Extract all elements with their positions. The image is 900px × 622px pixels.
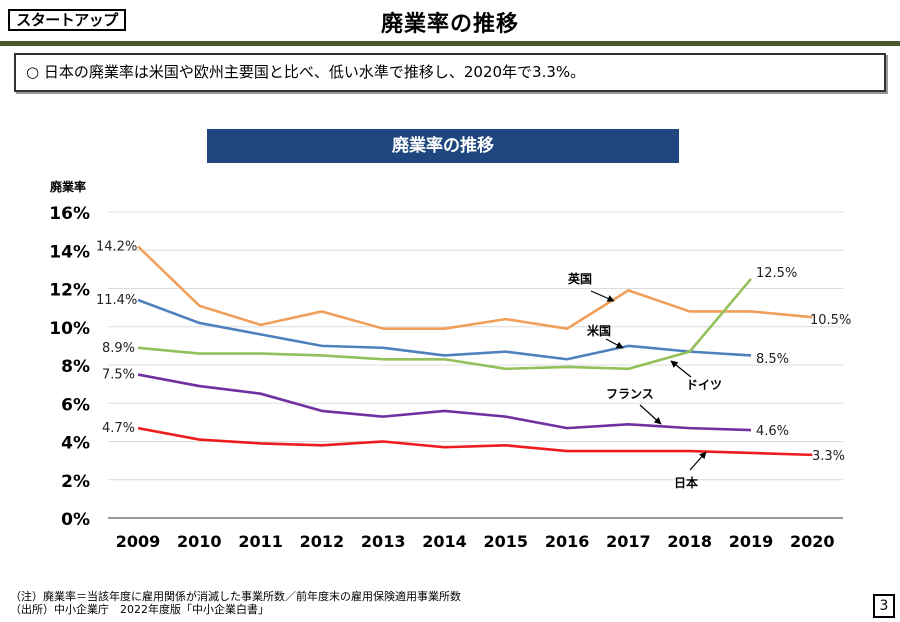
- x-tick-label: 2013: [361, 532, 406, 551]
- page-title: 廃業率の推移: [380, 12, 519, 37]
- y-tick-label: 0%: [61, 510, 90, 530]
- y-tick-label: 14%: [49, 242, 90, 262]
- y-tick-label: 6%: [61, 395, 90, 415]
- x-tick-label: 2014: [422, 532, 467, 551]
- x-tick-label: 2018: [667, 532, 712, 551]
- footnote-source: （出所）中小企業庁 2022年度版「中小企業白書」: [10, 603, 269, 616]
- section-tag: スタートアップ: [8, 9, 126, 31]
- end-value-label: 8.5%: [756, 352, 789, 367]
- y-tick-label: 16%: [49, 204, 90, 224]
- y-tick-label: 10%: [49, 319, 90, 339]
- line-chart: 廃業率 0% 2% 4% 6% 8% 10% 12% 14% 16% 2009 2010 2011 201…: [49, 179, 851, 551]
- y-tick-label: 8%: [61, 357, 90, 377]
- series-annotation-label: 米国: [587, 323, 611, 338]
- y-axis-title: 廃業率: [50, 179, 86, 194]
- y-tick-label: 2%: [61, 472, 90, 492]
- x-tick-label: 2020: [790, 532, 835, 551]
- series-annotation-label: フランス: [606, 387, 654, 401]
- x-tick-label: 2017: [606, 532, 651, 551]
- series-line-4: [137, 426, 813, 457]
- end-value-label: 3.3%: [812, 449, 845, 464]
- series-annotation-label: 英国: [568, 271, 592, 286]
- end-value-label: 4.6%: [756, 424, 789, 439]
- start-value-label: 11.4%: [96, 293, 137, 308]
- header-divider: [0, 41, 900, 46]
- series-annotation-label: ドイツ: [686, 378, 722, 392]
- y-tick-label: 12%: [49, 281, 90, 301]
- x-tick-label: 2019: [729, 532, 774, 551]
- x-tick-label: 2012: [300, 532, 345, 551]
- end-value-label: 10.5%: [810, 313, 851, 328]
- start-value-label: 4.7%: [102, 421, 135, 436]
- y-tick-label: 4%: [61, 434, 90, 454]
- x-tick-label: 2016: [545, 532, 590, 551]
- annotation-arrow: [670, 360, 692, 378]
- end-value-label: 12.5%: [756, 266, 797, 281]
- series-line-0: [137, 245, 813, 330]
- x-tick-label: 2015: [484, 532, 529, 551]
- series-annotation-label: 日本: [674, 475, 698, 490]
- summary-box: ○ 日本の廃業率は米国や欧州主要国と比べ、低い水準で推移し、2020年で3.3%…: [14, 53, 886, 92]
- page-number: 3: [873, 594, 895, 618]
- x-tick-label: 2011: [238, 532, 283, 551]
- annotation-arrow: [605, 338, 624, 349]
- footnote-note: （注）廃業率＝当該年度に雇用関係が消滅した事業所数／前年度末の雇用保険適用事業所…: [10, 590, 461, 603]
- annotation-arrow: [689, 451, 707, 471]
- chart-title: 廃業率の推移: [207, 129, 679, 163]
- footnote: （注）廃業率＝当該年度に雇用関係が消滅した事業所数／前年度末の雇用保険適用事業所…: [10, 590, 461, 616]
- start-value-label: 7.5%: [102, 368, 135, 383]
- x-tick-label: 2009: [116, 532, 161, 551]
- start-value-label: 8.9%: [102, 341, 135, 356]
- x-tick-label: 2010: [177, 532, 222, 551]
- start-value-label: 14.2%: [96, 239, 137, 254]
- annotation-arrow: [590, 290, 615, 302]
- annotation-arrow: [639, 404, 662, 425]
